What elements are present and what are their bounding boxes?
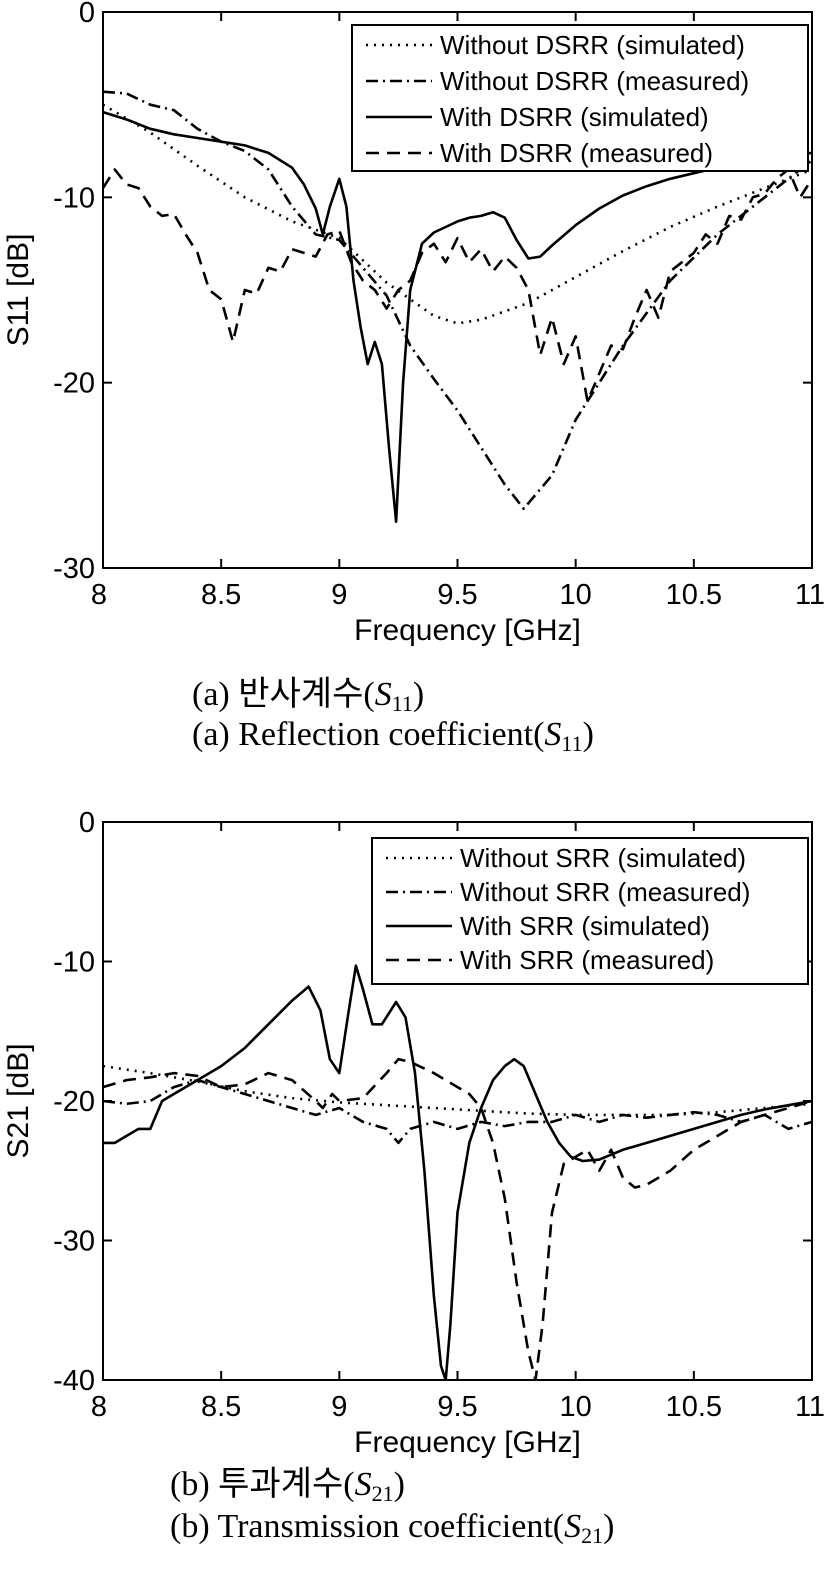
legend-entry: Without SRR (measured) [460, 877, 750, 907]
y-tick-label: -20 [53, 368, 95, 400]
caption-b-korean: (b) 투과계수(S21) [170, 1466, 405, 1506]
series-line-dashdot [103, 90, 812, 510]
x-tick-label: 8.5 [201, 1391, 241, 1423]
x-tick-label: 10.5 [666, 1391, 722, 1423]
legend-box [371, 837, 809, 985]
y-tick-label: -30 [53, 553, 95, 585]
caption-b-english: (b) Transmission coefficient(S21) [170, 1508, 615, 1548]
x-tick-label: 8 [91, 579, 107, 611]
legend-entry: With DSRR (measured) [440, 138, 713, 168]
legend-entry: Without DSRR (measured) [440, 66, 749, 96]
s11-chart: 8 8.5 9 9.5 10 10.5 11 0 -10 -20 -30 Frequency [GHz… [0, 0, 827, 660]
x-axis-label: Frequency [GHz] [354, 1426, 581, 1459]
series-line-dashdot [103, 1078, 812, 1145]
series-line-solid [103, 964, 812, 1380]
x-axis-label: Frequency [GHz] [354, 614, 581, 647]
series-line-dashed [103, 168, 812, 403]
legend: Without DSRR (simulated) Without DSRR (me… [351, 24, 809, 172]
x-tick-label: 10 [560, 1391, 592, 1423]
legend-entry: With SRR (simulated) [460, 911, 710, 941]
legend-entry: Without SRR (simulated) [460, 843, 746, 873]
y-tick-label: 0 [79, 0, 95, 29]
legend: Without SRR (simulated) Without SRR (meas… [371, 837, 809, 985]
y-tick-label: -20 [53, 1086, 95, 1118]
y-axis-label: S11 [dB] [2, 234, 35, 347]
x-tick-label: 9 [331, 579, 347, 611]
series-line-solid [103, 110, 812, 523]
x-tick-label: 9.5 [437, 579, 477, 611]
x-tick-label: 8.5 [201, 579, 241, 611]
x-tick-label: 10 [560, 579, 592, 611]
series-line-dashed [103, 1057, 812, 1380]
y-tick-label: -30 [53, 1226, 95, 1258]
y-tick-label: -10 [53, 947, 95, 979]
x-tick-label: 9 [331, 1391, 347, 1423]
x-tick-label: 11 [795, 1391, 825, 1423]
chart-svg: 8 8.5 9 9.5 10 10.5 11 0 -10 -20 -30 Frequency [GHz… [2, 0, 825, 647]
legend-entry: With SRR (measured) [460, 945, 714, 975]
caption-a-english: (a) Reflection coefficient(S11) [192, 716, 594, 756]
y-tick-label: -40 [53, 1365, 95, 1397]
x-tick-label: 11 [795, 579, 825, 611]
y-tick-label: -10 [53, 182, 95, 214]
y-axis-label: S21 [dB] [2, 1043, 35, 1158]
y-tick-label: 0 [79, 807, 95, 839]
x-tick-label: 10.5 [666, 579, 722, 611]
legend-entry: Without DSRR (simulated) [440, 30, 745, 60]
caption-a-korean: (a) 반사계수(S11) [192, 676, 425, 716]
series-line-dotted [103, 103, 812, 325]
legend-box [351, 24, 809, 172]
chart-svg: 8 8.5 9 9.5 10 10.5 11 0 -10 -20 -30 -40 Frequency [… [2, 807, 825, 1459]
x-tick-label: 9.5 [437, 1391, 477, 1423]
s21-chart: 8 8.5 9 9.5 10 10.5 11 0 -10 -20 -30 -40 Frequency [… [0, 805, 827, 1565]
x-tick-label: 8 [91, 1391, 107, 1423]
legend-entry: With DSRR (simulated) [440, 102, 709, 132]
